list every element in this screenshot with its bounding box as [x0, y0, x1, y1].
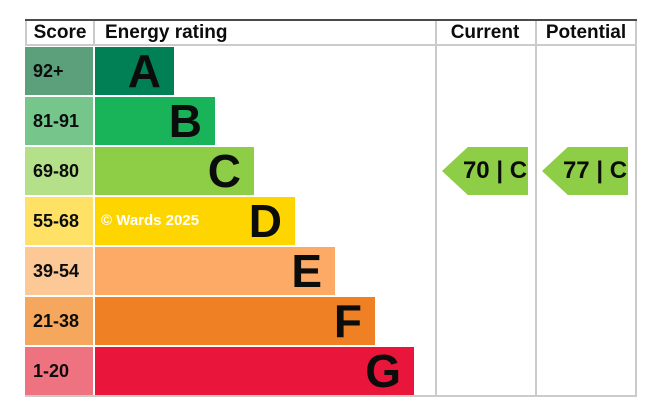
band-row-d: 55-68 © Wards 2025 D [25, 197, 637, 245]
potential-rating-arrow: 77 | C [542, 147, 628, 195]
score-range: 39-54 [25, 247, 93, 295]
wards-copyright-watermark: © Wards 2025 [101, 212, 200, 229]
band-letter: B [168, 95, 202, 147]
score-range: 92+ [25, 47, 93, 95]
score-column-divider [93, 21, 95, 44]
rating-bar-e: E [95, 247, 335, 295]
score-range: 81-91 [25, 97, 93, 145]
band-row-c: 69-80 C [25, 147, 637, 195]
band-letter: C [207, 145, 241, 197]
current-column-header: Current [450, 22, 520, 43]
band-letter: D [248, 195, 282, 247]
energy-rating-column-header: Energy rating [105, 22, 228, 43]
rating-bar-a: A [95, 47, 174, 95]
current-rating-label: 70 | C [462, 157, 528, 184]
band-letter: E [291, 245, 322, 297]
rating-bar-f: F [95, 297, 375, 345]
score-range: 55-68 [25, 197, 93, 245]
score-column-header: Score [33, 22, 87, 43]
rating-bar-g: G [95, 347, 414, 395]
table-top-border [25, 19, 637, 21]
band-letter: F [333, 295, 362, 347]
band-row-f: 21-38 F [25, 297, 637, 345]
band-row-b: 81-91 B [25, 97, 637, 145]
score-range: 21-38 [25, 297, 93, 345]
band-row-a: 92+ A [25, 47, 637, 95]
score-range: 1-20 [25, 347, 93, 395]
score-range: 69-80 [25, 147, 93, 195]
band-row-g: 1-20 G [25, 347, 637, 395]
table-bottom-border [25, 395, 637, 397]
rating-bar-b: B [95, 97, 215, 145]
rating-bar-c: C [95, 147, 254, 195]
header-left-border [25, 21, 27, 44]
rating-bar-d: © Wards 2025 D [95, 197, 295, 245]
potential-column-header: Potential [545, 22, 627, 43]
band-letter: A [127, 45, 161, 97]
table-right-border [635, 21, 637, 395]
current-column-divider [435, 21, 437, 395]
header-bottom-border [25, 44, 637, 46]
band-letter: G [365, 345, 401, 397]
band-row-e: 39-54 E [25, 247, 637, 295]
potential-column-divider [535, 21, 537, 395]
potential-rating-label: 77 | C [562, 157, 628, 184]
